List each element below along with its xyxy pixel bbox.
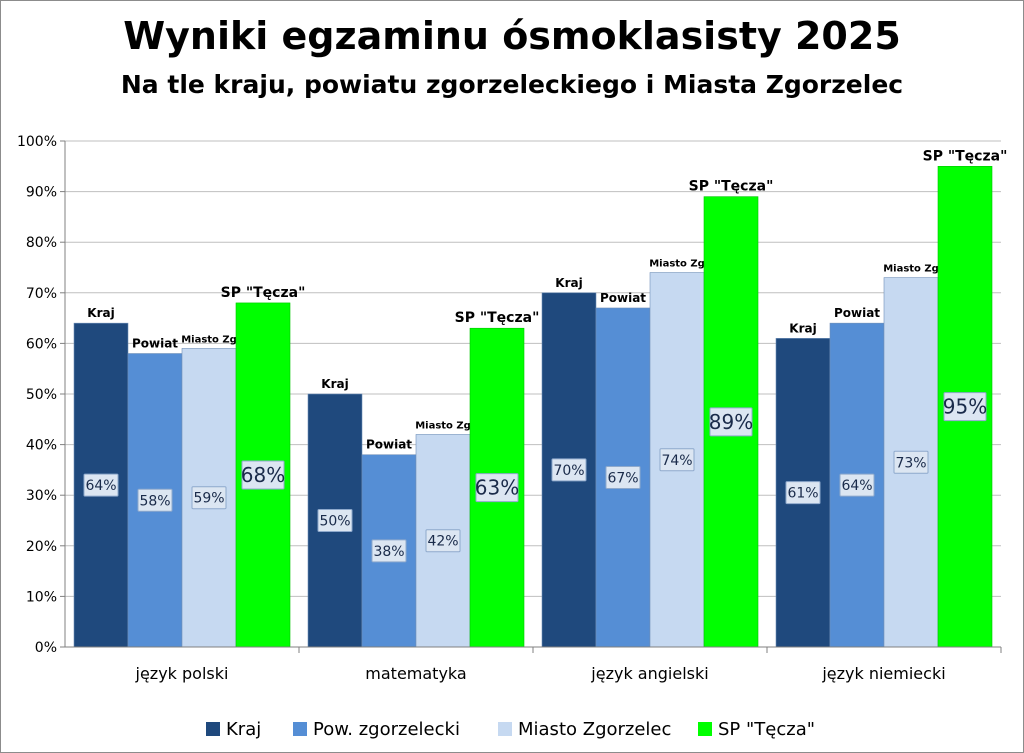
value-label-box: [191, 486, 227, 510]
bar-value-label: 89%: [709, 410, 753, 434]
x-category-label: matematyka: [365, 664, 466, 683]
bar-top-label: Powiat: [366, 438, 412, 452]
x-category-label: język polski: [135, 664, 229, 683]
value-label-box: [659, 448, 695, 472]
bar-value-label: 64%: [85, 478, 116, 494]
bar-value-label: 95%: [943, 395, 987, 419]
value-label-box: [839, 473, 875, 497]
y-tick-label: 80%: [26, 235, 57, 251]
bar-value-label: 74%: [661, 453, 692, 469]
y-tick-label: 30%: [26, 488, 57, 504]
bar-value-label: 50%: [319, 514, 350, 530]
bars: Kraj 64% Powiat 58% Miasto Zg 59% SP "Tęcza" 68…: [73, 148, 1008, 648]
y-tick-label: 0%: [35, 640, 57, 656]
bar-value-label: 73%: [895, 455, 926, 471]
bar-top-label: SP "Tęcza": [455, 310, 540, 326]
legend-label: Miasto Zgorzelec: [518, 719, 671, 740]
x-category-label: język angielski: [590, 664, 708, 683]
value-label-box: [137, 488, 173, 512]
value-label-box: [605, 465, 641, 489]
bar-value-label: 42%: [427, 534, 458, 550]
legend-swatch: [206, 722, 220, 736]
value-label-box: [241, 460, 285, 490]
value-label-box: [425, 529, 461, 553]
bar-top-label: Miasto Zg: [181, 334, 237, 345]
bar-top-label: Powiat: [834, 306, 880, 320]
bar-top-label: Powiat: [600, 291, 646, 305]
chart-subtitle: Na tle kraju, powiatu zgorzeleckiego i M…: [121, 70, 903, 99]
bar-value-label: 59%: [193, 491, 224, 507]
y-tick-label: 40%: [26, 438, 57, 454]
value-label-box: [475, 473, 519, 503]
bar-value-label: 63%: [475, 476, 519, 500]
legend-swatch: [698, 722, 712, 736]
chart-title: Wyniki egzaminu ósmoklasisty 2025: [123, 14, 901, 58]
value-label-box: [893, 450, 929, 474]
legend-label: Pow. zgorzelecki: [313, 719, 460, 740]
y-tick-label: 50%: [26, 387, 57, 403]
bar-top-label: Miasto Zg: [883, 264, 939, 275]
x-category-label: język niemiecki: [821, 664, 945, 683]
y-tick-label: 20%: [26, 539, 57, 555]
bar-top-label: Kraj: [321, 377, 348, 391]
y-tick-label: 90%: [26, 185, 57, 201]
value-label-box: [317, 509, 353, 532]
bar-top-label: Miasto Zg: [649, 259, 705, 270]
value-label-box: [551, 458, 587, 482]
legend: Kraj Pow. zgorzelecki Miasto Zgorzelec SP "…: [206, 719, 815, 740]
value-label-box: [943, 392, 987, 422]
value-label-box: [785, 481, 821, 505]
bar-value-label: 70%: [553, 463, 584, 479]
x-axis: język polski matematyka język angielski jęz…: [65, 646, 1002, 683]
y-tick-label: 100%: [17, 134, 57, 150]
bar-top-label: SP "Tęcza": [923, 148, 1008, 164]
bar-top-label: Miasto Zg: [415, 420, 471, 431]
y-tick-label: 70%: [26, 286, 57, 302]
bar-top-label: Kraj: [789, 321, 816, 335]
bar-top-label: Kraj: [87, 306, 114, 320]
legend-label: Kraj: [226, 719, 261, 740]
y-tick-label: 10%: [26, 589, 57, 605]
bar-value-label: 67%: [607, 470, 638, 486]
y-axis: 0% 10% 20% 30% 40% 50% 60% 70% 80% 90% 100%: [17, 134, 66, 656]
bar-value-label: 64%: [841, 478, 872, 494]
legend-label: SP "Tęcza": [718, 719, 815, 740]
bar-top-label: Powiat: [132, 337, 178, 351]
bar-top-label: SP "Tęcza": [689, 179, 774, 195]
value-label-box: [371, 539, 407, 563]
bar-top-label: SP "Tęcza": [221, 285, 306, 301]
value-label-box: [709, 407, 753, 437]
bar-value-label: 58%: [139, 493, 170, 509]
bar-top-label: Kraj: [555, 276, 582, 290]
legend-swatch: [498, 722, 512, 736]
bar-value-label: 61%: [787, 486, 818, 502]
bar-value-label: 38%: [373, 544, 404, 560]
value-label-box: [83, 473, 119, 497]
bar-value-label: 68%: [241, 463, 285, 487]
y-tick-label: 60%: [26, 336, 57, 352]
legend-swatch: [293, 722, 307, 736]
